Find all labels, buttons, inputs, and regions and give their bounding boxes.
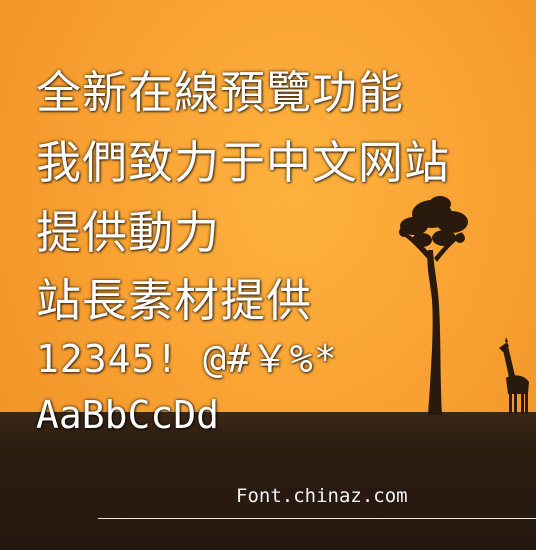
- divider-line: [98, 518, 536, 519]
- ground-band: [0, 412, 536, 550]
- sample-line-1: 全新在線預覽功能: [36, 66, 405, 119]
- watermark-text: Font.chinaz.com: [236, 485, 408, 507]
- giraffe-silhouette-icon: [499, 337, 529, 414]
- sample-line-digits-symbols: 12345! @#￥%*: [36, 337, 338, 381]
- sample-line-latin: AaBbCcDd: [36, 393, 220, 437]
- tree-silhouette-icon: [399, 196, 468, 415]
- sample-line-3: 提供動力: [36, 206, 221, 259]
- sample-line-2: 我們致力于中文网站: [36, 136, 451, 189]
- sample-line-4: 站長素材提供: [36, 274, 313, 327]
